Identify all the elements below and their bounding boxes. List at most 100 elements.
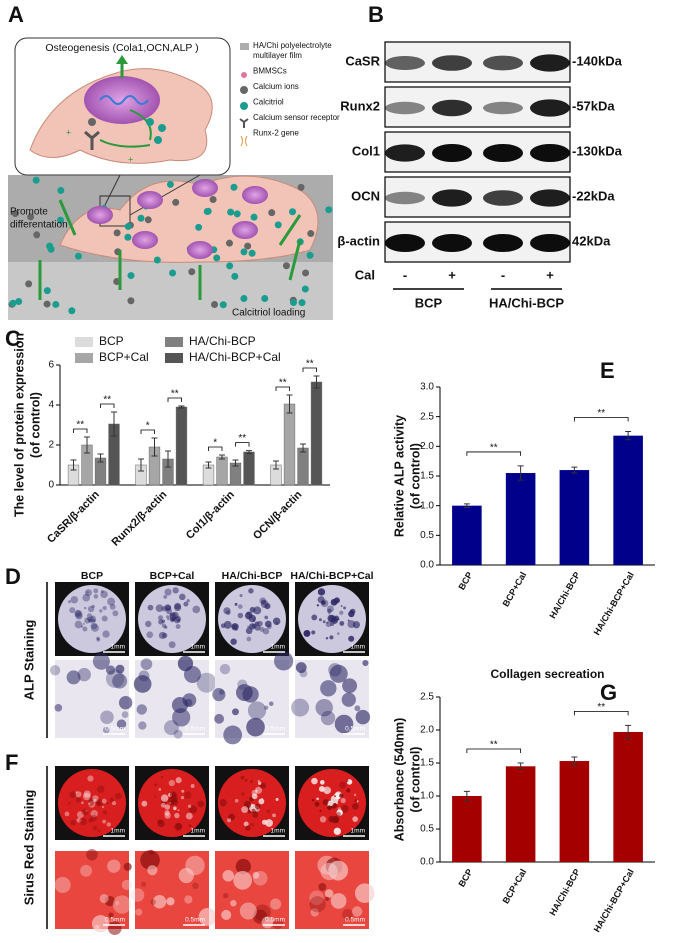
texture <box>70 819 77 826</box>
scale-label: 1mm <box>271 828 285 835</box>
calcitriol-dot <box>209 195 217 203</box>
band <box>530 234 570 252</box>
texture <box>173 729 183 739</box>
texture <box>112 673 128 689</box>
texture <box>80 864 93 877</box>
scale-label: 0.5mm <box>185 917 205 924</box>
calcitriol-dot <box>225 239 233 247</box>
x-tick-label: Col1/β-actin <box>184 488 237 541</box>
texture <box>123 862 132 871</box>
texture <box>239 594 243 598</box>
texture <box>105 665 116 675</box>
texture <box>231 623 239 631</box>
scale-label: 0.5mm <box>105 917 125 924</box>
texture <box>186 599 190 603</box>
texture <box>192 882 199 890</box>
y-tick-label: 0 <box>48 480 54 491</box>
texture <box>274 651 294 671</box>
texture <box>258 798 265 805</box>
texture <box>184 791 192 799</box>
texture <box>311 798 315 802</box>
texture <box>192 605 201 614</box>
texture <box>327 608 332 614</box>
calcitriol-dot <box>154 136 162 144</box>
texture <box>173 806 177 811</box>
texture <box>96 637 101 642</box>
texture <box>94 924 100 930</box>
texture <box>175 624 181 629</box>
legend-label: HA/Chi-BCP <box>189 334 256 348</box>
protein-label: Runx2 <box>340 98 380 113</box>
texture <box>239 902 257 920</box>
calcitriol-dot <box>169 269 177 277</box>
protein-label: β-actin <box>337 233 380 248</box>
texture <box>329 664 348 683</box>
band <box>385 56 425 70</box>
calcitriol-dot <box>230 183 238 191</box>
calcitriol-dot <box>290 299 298 307</box>
legend-text: Runx-2 gene <box>253 129 299 138</box>
calcitriol-dot <box>325 206 333 214</box>
texture <box>157 819 166 828</box>
y-tick-label: 0.5 <box>420 824 434 835</box>
texture <box>141 800 148 807</box>
band <box>530 144 570 162</box>
calcitriol-dot <box>268 209 276 217</box>
calcitriol-dot <box>240 248 248 256</box>
texture <box>330 621 335 627</box>
texture <box>262 627 270 635</box>
column-label: BCP+Cal <box>150 570 195 582</box>
sig-bracket <box>235 442 250 447</box>
texture <box>183 601 189 607</box>
x-tick-label: CaSR/β-actin <box>45 488 102 545</box>
texture <box>75 797 82 803</box>
texture <box>248 588 254 594</box>
texture <box>230 638 237 645</box>
texture <box>240 775 245 780</box>
texture <box>336 811 341 817</box>
texture <box>164 625 168 629</box>
cell-nucleus <box>187 241 213 259</box>
texture <box>88 800 94 807</box>
texture <box>69 791 77 799</box>
texture <box>154 795 157 798</box>
texture <box>325 621 332 628</box>
texture <box>102 605 107 611</box>
texture <box>147 865 158 876</box>
texture <box>275 797 279 801</box>
texture <box>79 817 87 826</box>
texture <box>174 812 180 819</box>
sig-bracket <box>573 417 629 422</box>
calcitriol-dot <box>244 242 252 250</box>
texture <box>342 678 358 694</box>
texture <box>74 610 83 619</box>
calcitriol-dot <box>32 176 40 184</box>
texture <box>177 619 181 623</box>
texture <box>295 662 307 673</box>
texture <box>116 719 127 729</box>
texture <box>118 696 133 710</box>
error-bar <box>111 411 117 437</box>
texture <box>253 606 262 615</box>
texture <box>67 600 72 604</box>
cal-sign: + <box>448 267 456 282</box>
cal-label: Cal <box>355 267 375 282</box>
column-label: HA/Chi-BCP+Cal <box>290 570 373 582</box>
texture <box>105 669 125 688</box>
texture <box>340 797 346 804</box>
texture <box>178 867 194 884</box>
calcitriol-dot <box>307 230 315 238</box>
calcitriol-dot <box>289 208 297 216</box>
texture <box>339 781 347 789</box>
texture <box>320 680 337 697</box>
texture <box>233 870 252 890</box>
calcitriol-dot <box>274 221 282 229</box>
protein-label: OCN <box>351 188 380 203</box>
texture <box>339 620 345 626</box>
texture <box>140 881 147 887</box>
texture <box>84 617 91 624</box>
texture <box>104 896 116 907</box>
texture <box>330 893 347 909</box>
texture <box>325 896 330 901</box>
band <box>385 144 425 162</box>
